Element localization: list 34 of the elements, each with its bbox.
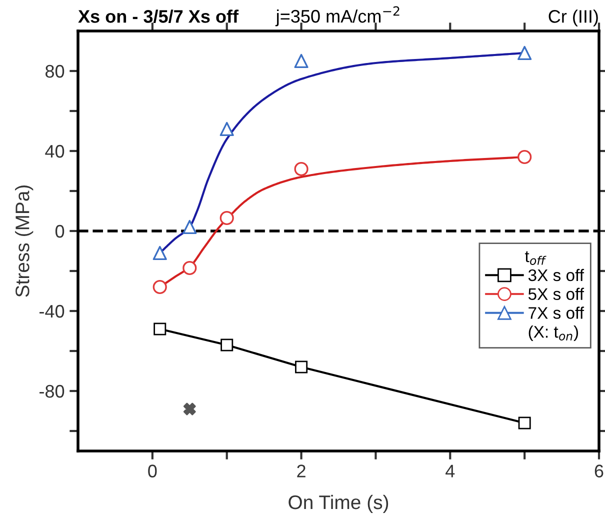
y-tick-label: -80	[40, 384, 64, 398]
point	[295, 360, 308, 374]
legend-title: t$_{off}$	[524, 251, 546, 265]
text: Cr (III)	[548, 10, 598, 26]
point	[183, 402, 196, 416]
point	[294, 54, 308, 68]
x-tick-label: 2	[297, 464, 306, 478]
legend-label: 7X s off	[528, 306, 584, 319]
chart-title: Xs on - 3/5/7 Xs off	[78, 10, 239, 24]
point	[220, 122, 234, 136]
x-tick-label: 6	[594, 464, 604, 478]
annotation: (X: t$_{on}$)	[528, 326, 578, 342]
point	[220, 210, 234, 226]
legend-label: 5X s off	[528, 288, 584, 300]
point	[182, 220, 197, 234]
point	[152, 280, 167, 294]
legend-label: 3X s off	[528, 268, 584, 282]
y-tick-label: 40	[45, 144, 64, 158]
x-axis-title: On Time (s)	[288, 494, 388, 514]
point	[518, 46, 532, 60]
y-tick-label: 0	[55, 224, 64, 238]
point	[518, 416, 531, 430]
point	[152, 246, 167, 260]
point	[220, 338, 234, 352]
point	[154, 322, 166, 336]
point	[294, 162, 308, 176]
point	[518, 150, 532, 164]
chart-subtitle: j=350 mA/cm$^{−2}$	[275, 6, 400, 26]
y-tick-label: 80	[46, 64, 64, 78]
y-tick-label: -40	[40, 304, 64, 318]
y-axis-title: Stress (MPa)	[15, 185, 34, 297]
x-tick-label: 4	[446, 464, 455, 478]
x-tick-label: 0	[148, 464, 157, 478]
point	[182, 260, 197, 276]
